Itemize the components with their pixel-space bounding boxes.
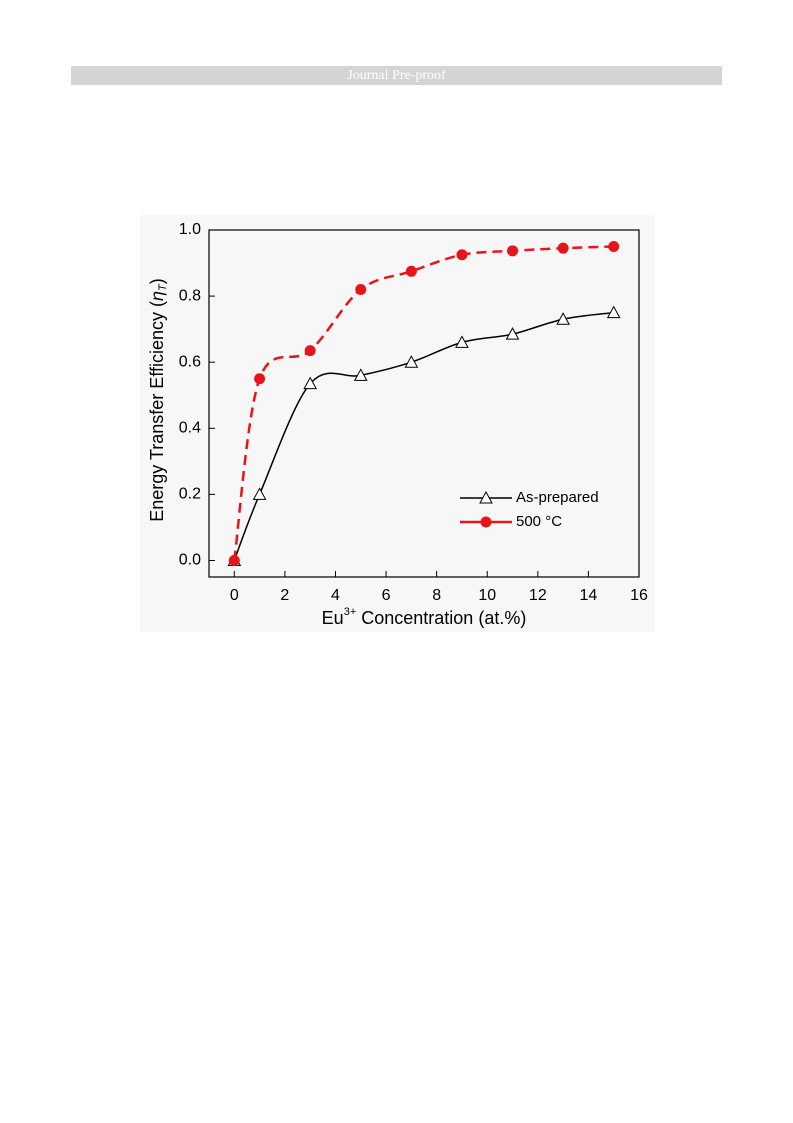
y-label-sub: T	[157, 283, 169, 291]
marker	[556, 312, 570, 325]
x-tick-label: 10	[478, 587, 496, 604]
x-label-part: Eu	[322, 608, 344, 628]
legend-label: As-prepared	[516, 489, 599, 506]
y-tick-label: 0.6	[179, 353, 201, 370]
marker	[252, 487, 267, 500]
y-tick-label: 0.2	[179, 486, 201, 503]
x-label-part: Concentration (at.%)	[356, 608, 526, 628]
x-label-sup: 3+	[344, 606, 357, 618]
y-label-part: )	[147, 278, 167, 284]
x-axis-label: Eu3+ Concentration (at.%)	[322, 606, 527, 628]
marker	[353, 368, 368, 381]
marker	[254, 373, 266, 385]
marker	[608, 241, 620, 253]
marker	[303, 376, 318, 390]
x-tick-label: 8	[432, 587, 441, 604]
y-label-eta: η	[147, 291, 167, 301]
legend-marker	[479, 490, 493, 504]
marker	[304, 345, 316, 357]
marker	[405, 265, 417, 277]
x-tick-label: 0	[230, 587, 239, 604]
y-label-part: Energy Transfer Efficiency (	[147, 301, 167, 522]
chart-background	[140, 215, 655, 632]
series-line	[233, 311, 614, 561]
y-tick-label: 0.0	[179, 552, 201, 569]
marker	[455, 335, 469, 348]
y-tick-label: 1.0	[179, 221, 201, 238]
marker	[505, 327, 520, 340]
marker	[507, 245, 519, 257]
marker	[456, 249, 468, 261]
y-tick-label: 0.4	[179, 420, 201, 437]
y-axis-label: Energy Transfer Efficiency (ηT)	[147, 278, 169, 522]
x-tick-label: 6	[382, 587, 391, 604]
legend-marker	[480, 516, 492, 528]
plot-frame	[208, 229, 640, 578]
marker	[606, 305, 621, 319]
marker	[557, 242, 569, 254]
marker	[404, 355, 419, 368]
legend-label: 500 °C	[516, 513, 562, 530]
x-tick-label: 12	[529, 587, 547, 604]
marker	[228, 554, 240, 566]
marker	[355, 283, 367, 295]
x-tick-label: 4	[331, 587, 340, 604]
x-tick-label: 2	[280, 587, 289, 604]
x-tick-label: 16	[630, 587, 648, 604]
y-tick-label: 0.8	[179, 287, 201, 304]
x-tick-label: 14	[580, 587, 598, 604]
header: Journal Pre-proof	[71, 66, 722, 85]
